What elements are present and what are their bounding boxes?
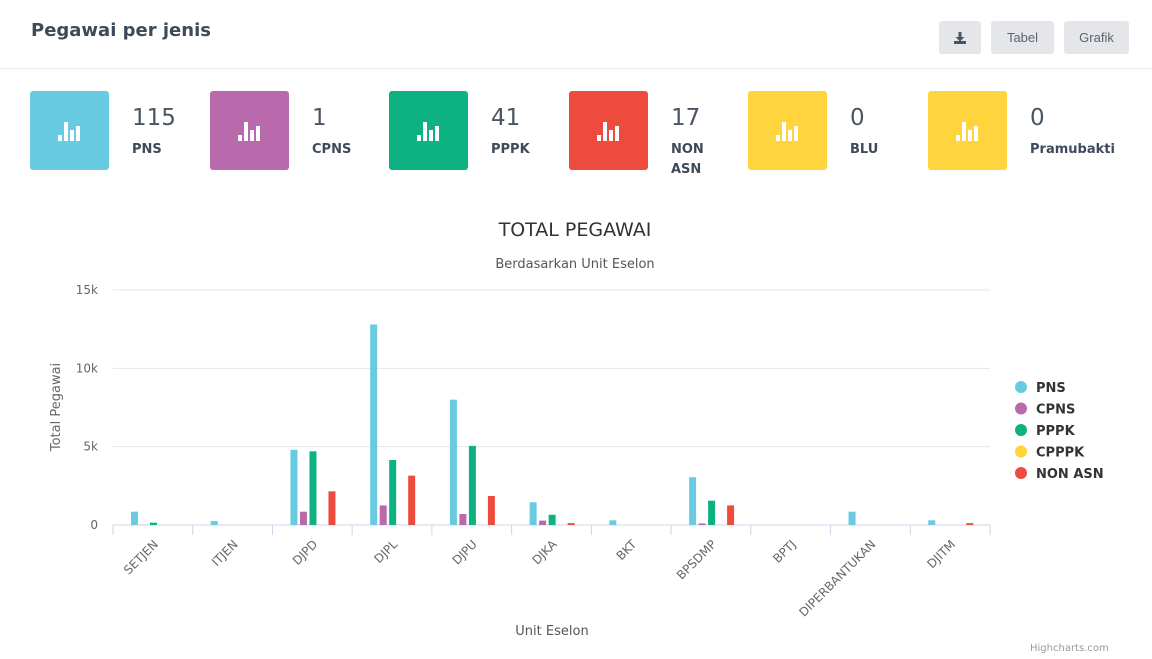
chart-title: TOTAL PEGAWAI [498, 219, 652, 241]
page-title: Pegawai per jenis [31, 20, 211, 41]
total-pegawai-chart: TOTAL PEGAWAI Berdasarkan Unit Eselon 0 5k 1… [49, 219, 1104, 639]
bar-pns [210, 521, 218, 525]
bar-cpns [539, 520, 547, 525]
legend-item[interactable]: PPPK [1036, 424, 1076, 439]
x-tick-label: DJPL [371, 537, 400, 566]
bar-pppk [468, 445, 476, 525]
stat-label: PNS [132, 142, 162, 157]
legend-marker [1015, 402, 1027, 415]
bar-pns [689, 477, 697, 525]
y-tick-label: 0 [90, 518, 98, 532]
bar-pns [131, 511, 138, 525]
stat-icon-box [389, 91, 468, 170]
download-button[interactable] [939, 21, 981, 54]
bar-chart-icon [775, 121, 798, 141]
chart-subtitle: Berdasarkan Unit Eselon [495, 257, 654, 272]
stat-value: 0 [1030, 105, 1045, 131]
tabel-button[interactable]: Tabel [991, 21, 1054, 54]
stat-value: 41 [491, 105, 521, 131]
stat-value: 1 [312, 105, 327, 131]
stat-label: PPPK [491, 142, 530, 157]
bar-non-asn [328, 491, 336, 525]
x-axis-title: Unit Eselon [515, 624, 588, 639]
bar-pns [928, 520, 936, 525]
stat-label: Pramubakti [1030, 142, 1115, 157]
stat-icon-box [30, 91, 109, 170]
stat-value: 0 [850, 105, 865, 131]
x-tick-label: DJPU [450, 537, 480, 567]
legend-marker [1015, 445, 1027, 458]
bar-chart-icon [596, 121, 619, 141]
y-tick-label: 5k [83, 440, 98, 454]
x-tick-label: BPSDMP [674, 537, 719, 582]
bar-pns [449, 399, 457, 525]
bar-pns [529, 502, 537, 525]
bar-cpns [459, 514, 467, 525]
bar-pppk [708, 500, 716, 525]
stat-icon-box [928, 91, 1007, 170]
stat-label: NON ASN [671, 142, 704, 177]
legend-marker [1015, 467, 1027, 479]
stat-icon-box [569, 91, 648, 170]
legend-item[interactable]: PNS [1036, 381, 1066, 396]
y-tick-label: 10k [76, 361, 98, 375]
bar-pns [609, 520, 617, 525]
bar-pns [290, 449, 298, 525]
x-tick-label: BPTJ [770, 537, 799, 566]
stat-label: BLU [850, 142, 879, 157]
bar-chart-icon [955, 121, 978, 141]
legend-marker [1015, 424, 1027, 436]
bar-non-asn [966, 523, 974, 525]
bar-chart-icon [57, 121, 80, 141]
bar-cpns [698, 523, 706, 525]
bar-pns [848, 511, 856, 525]
stat-icon-box [748, 91, 827, 170]
toolbar: Tabel Grafik [939, 21, 1129, 54]
y-tick-label: 15k [76, 283, 98, 297]
grafik-button[interactable]: Grafik [1064, 21, 1129, 54]
legend-marker [1015, 381, 1027, 393]
bar-chart-icon [416, 121, 439, 141]
bar-pppk [389, 459, 397, 525]
bar-pppk [309, 451, 317, 525]
download-icon [954, 31, 966, 44]
x-tick-label: DJITM [924, 537, 958, 571]
highcharts-credits[interactable]: Highcharts.com [1030, 643, 1109, 654]
x-tick-label: DIPERBANTUKAN [796, 537, 878, 619]
stat-label: CPNS [312, 142, 352, 157]
bar-cpns [299, 511, 307, 525]
bar-non-asn [567, 523, 575, 525]
x-tick-label: DJPD [290, 537, 321, 568]
bar-pppk [548, 514, 556, 525]
x-tick-label: BKT [614, 537, 640, 563]
bar-pns [370, 324, 378, 525]
bar-cpns [379, 505, 387, 525]
panel-header: Pegawai per jenis Tabel Grafik [0, 0, 1152, 69]
bar-non-asn [487, 496, 495, 525]
bar-non-asn [408, 475, 416, 525]
bar-pppk [150, 522, 157, 525]
x-tick-label: ITJEN [209, 537, 241, 569]
stat-icon-box [210, 91, 289, 170]
x-tick-label: DJKA [529, 537, 560, 568]
stat-value: 17 [671, 105, 701, 131]
bar-non-asn [727, 505, 735, 525]
legend-item[interactable]: CPPPK [1036, 446, 1085, 461]
y-axis-title: Total Pegawai [49, 363, 64, 452]
legend-item[interactable]: NON ASN [1036, 467, 1104, 482]
bar-chart-icon [237, 121, 260, 141]
stat-value: 115 [132, 105, 176, 131]
x-tick-label: SETJEN [121, 537, 161, 577]
legend-item[interactable]: CPNS [1036, 403, 1075, 418]
